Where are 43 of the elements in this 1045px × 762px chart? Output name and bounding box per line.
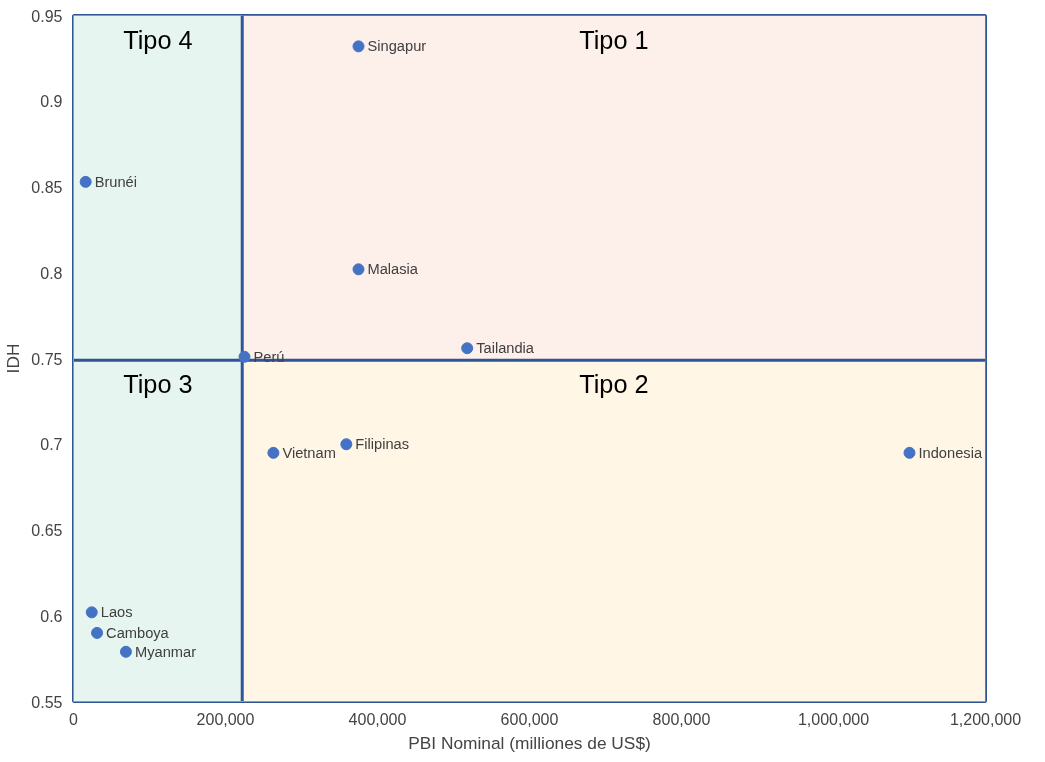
point bbox=[238, 350, 251, 363]
data-label: Malasia bbox=[367, 261, 419, 278]
point bbox=[267, 446, 280, 459]
x-tick-label: 400,000 bbox=[348, 710, 407, 728]
x-tick-label: 0 bbox=[69, 710, 79, 728]
data-label: Filipinas bbox=[355, 436, 410, 453]
x-tick-label: 200,000 bbox=[196, 710, 255, 728]
y-tick-label: 0.6 bbox=[40, 607, 63, 625]
point bbox=[91, 626, 104, 639]
data-label: Vietnam bbox=[282, 444, 336, 461]
y-tick-label: 0.75 bbox=[31, 350, 63, 368]
y-tick-label: 0.7 bbox=[40, 436, 63, 454]
annotation: Tipo 1 bbox=[579, 25, 649, 54]
x-tick-label: 1,200,000 bbox=[949, 710, 1022, 728]
point bbox=[352, 40, 365, 53]
data-label: Indonesia bbox=[918, 444, 983, 461]
x-tick-label: 600,000 bbox=[500, 710, 559, 728]
point bbox=[119, 645, 132, 658]
point bbox=[340, 438, 353, 451]
point bbox=[461, 342, 474, 355]
y-tick-label: 0.95 bbox=[31, 7, 63, 25]
y-tick-label: 0.65 bbox=[31, 522, 63, 539]
data-label: Laos bbox=[100, 604, 133, 621]
point bbox=[79, 175, 92, 188]
y-tick-label: 0.8 bbox=[40, 264, 63, 282]
annotation: Tipo 4 bbox=[123, 25, 193, 54]
y-tick-label: 0.9 bbox=[40, 93, 63, 111]
data-label: Brunéi bbox=[94, 173, 138, 190]
point bbox=[903, 446, 916, 459]
x-tick-label: 1,000,000 bbox=[797, 710, 870, 728]
data-label: Camboya bbox=[106, 624, 170, 641]
y-tick-label: 0.55 bbox=[31, 693, 63, 711]
point bbox=[352, 263, 365, 276]
y-tick-label: 0.85 bbox=[31, 179, 63, 196]
x-tick-label: 800,000 bbox=[652, 710, 711, 728]
data-label: Singapur bbox=[367, 38, 427, 55]
data-label: Myanmar bbox=[134, 643, 197, 660]
x-axis-title: PBI Nominal (milliones de US$) bbox=[408, 732, 651, 753]
point bbox=[85, 606, 98, 619]
y-axis-title: IDH bbox=[3, 343, 24, 374]
data-label: Tailandia bbox=[476, 340, 535, 357]
annotation: Tipo 3 bbox=[123, 370, 193, 399]
annotation: Tipo 2 bbox=[579, 370, 649, 399]
